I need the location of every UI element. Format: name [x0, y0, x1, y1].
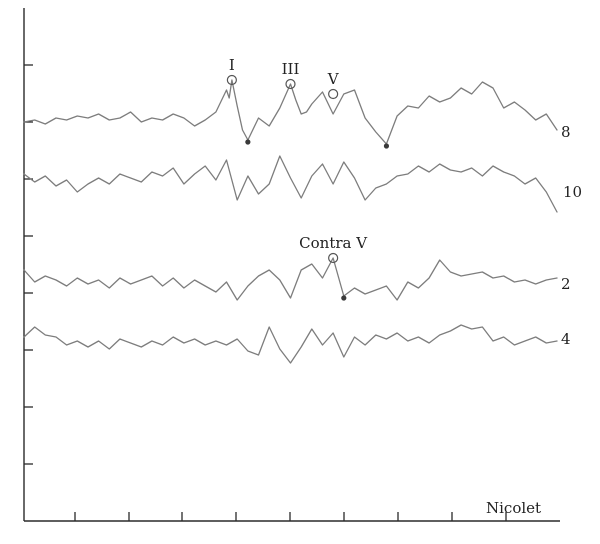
traces — [23, 79, 558, 364]
peak-circle-4 — [328, 252, 339, 264]
peak-circle-2 — [285, 78, 296, 90]
trace-2 — [23, 257, 558, 301]
series-label-2: 2 — [561, 275, 571, 293]
peak-label-2: III — [282, 60, 300, 78]
axes — [23, 8, 560, 522]
markers — [226, 74, 390, 301]
watermark-label: Nicolet — [486, 499, 541, 517]
peak-circle-3 — [328, 88, 339, 100]
trace-8 — [23, 79, 558, 145]
peak-label-4: Contra V — [299, 234, 368, 252]
trough-dot-1 — [245, 139, 251, 145]
trough-dot-3 — [341, 295, 347, 301]
peak-circle-1 — [226, 74, 237, 86]
series-label-4: 4 — [561, 330, 571, 348]
series-label-10: 10 — [563, 183, 582, 201]
trace-10 — [23, 155, 558, 213]
peak-label-1: I — [229, 56, 235, 74]
trough-dot-2 — [383, 143, 390, 149]
peak-label-3: V — [327, 70, 340, 88]
series-label-8: 8 — [561, 123, 571, 141]
trace-4 — [23, 324, 558, 364]
